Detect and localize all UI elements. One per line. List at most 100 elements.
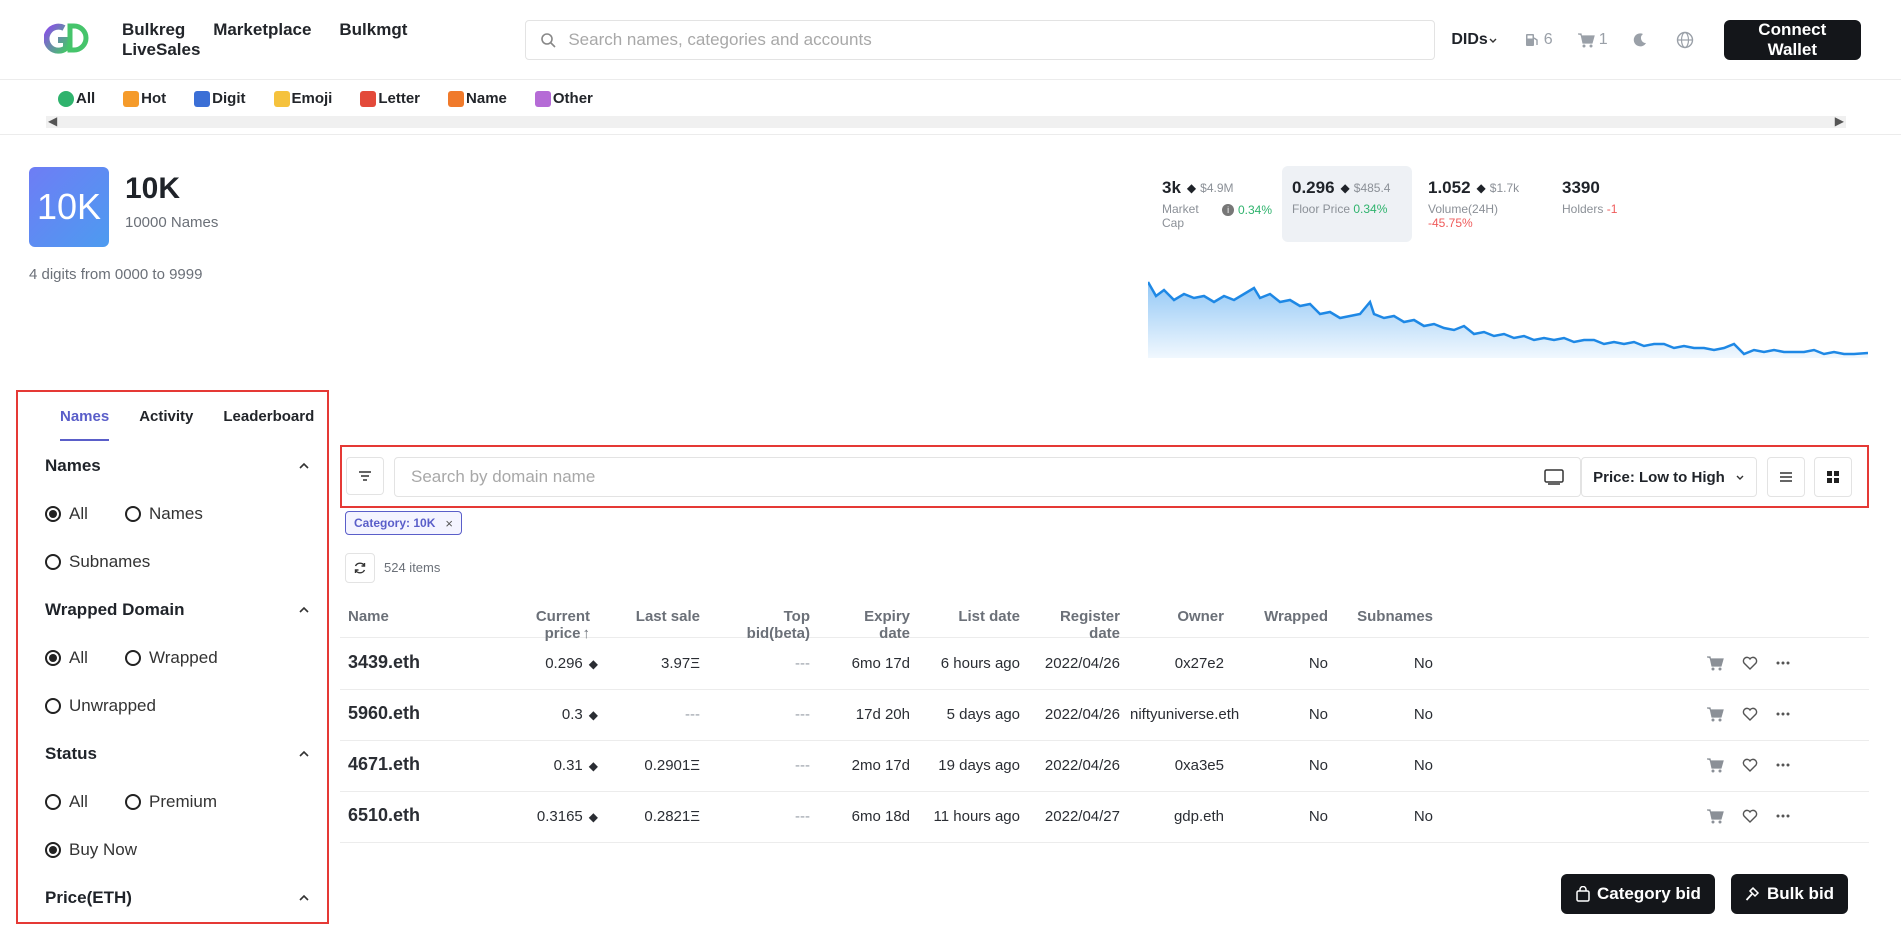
scroll-left-icon[interactable]: ◀ xyxy=(48,114,58,128)
global-search[interactable] xyxy=(525,19,1436,60)
column-header-wrapped[interactable]: Wrapped xyxy=(1244,608,1328,625)
category-other[interactable]: Other xyxy=(534,90,593,107)
heart-icon[interactable] xyxy=(1742,656,1758,670)
language-selector[interactable] xyxy=(1676,31,1698,49)
radio-circle[interactable] xyxy=(45,650,61,666)
filter-radio-names[interactable]: Names xyxy=(125,504,203,524)
radio-circle[interactable] xyxy=(45,794,61,810)
column-header-top-bid-beta-[interactable]: Top bid(beta) xyxy=(720,608,810,642)
filter-radio-all[interactable]: All xyxy=(45,648,88,668)
radio-circle[interactable] xyxy=(125,650,141,666)
cell-value: No xyxy=(1308,757,1328,774)
filter-radio-wrapped[interactable]: Wrapped xyxy=(125,648,218,668)
bulk-bid-button[interactable]: Bulk bid xyxy=(1731,874,1849,914)
gas-indicator[interactable]: 6 xyxy=(1524,31,1553,49)
nav-livesales[interactable]: LiveSales xyxy=(122,39,201,59)
more-options-icon[interactable] xyxy=(1776,712,1790,716)
scroll-right-icon[interactable]: ▶ xyxy=(1834,114,1844,128)
radio-circle[interactable] xyxy=(125,794,141,810)
cell-value: 0.2901Ξ xyxy=(644,757,700,774)
filter-radio-all[interactable]: All xyxy=(45,504,88,524)
filter-section-header[interactable]: Wrapped Domain xyxy=(45,600,310,620)
column-header-name[interactable]: Name xyxy=(348,608,389,625)
add-to-cart-icon[interactable] xyxy=(1706,808,1724,824)
cell-subnames: No xyxy=(1348,757,1433,774)
add-to-cart-icon[interactable] xyxy=(1706,757,1724,773)
category-bid-button[interactable]: Category bid xyxy=(1561,874,1715,914)
heart-icon[interactable] xyxy=(1742,707,1758,721)
more-options-icon[interactable] xyxy=(1776,661,1790,665)
tab-activity[interactable]: Activity xyxy=(139,408,194,425)
info-icon[interactable]: i xyxy=(1222,204,1234,216)
add-to-cart-icon[interactable] xyxy=(1706,706,1724,722)
grid-view-button[interactable] xyxy=(1814,457,1852,497)
more-options-icon[interactable] xyxy=(1776,763,1790,767)
heart-icon[interactable] xyxy=(1742,758,1758,772)
dids-dropdown[interactable]: DIDs xyxy=(1451,31,1497,49)
radio-circle[interactable] xyxy=(125,506,141,522)
category-hot[interactable]: Hot xyxy=(123,90,166,107)
heart-icon[interactable] xyxy=(1742,809,1758,823)
sort-dropdown[interactable]: Price: Low to High xyxy=(1581,457,1757,497)
filter-section-header[interactable]: Names xyxy=(45,456,310,476)
radio-circle[interactable] xyxy=(45,506,61,522)
column-header-list-date[interactable]: List date xyxy=(930,608,1020,625)
close-icon[interactable]: × xyxy=(445,515,453,531)
filter-radio-buy-now[interactable]: Buy Now xyxy=(45,840,137,860)
tab-names[interactable]: Names xyxy=(60,392,110,441)
global-search-input[interactable] xyxy=(568,29,1369,50)
active-filter-chip[interactable]: Category: 10K × xyxy=(345,511,462,535)
radio-circle[interactable] xyxy=(45,554,61,570)
category-all[interactable]: All xyxy=(58,90,95,107)
cell-price: 0.31 ◆ xyxy=(490,757,598,774)
cell-name[interactable]: 4671.eth xyxy=(348,754,420,775)
radio-circle[interactable] xyxy=(45,842,61,858)
cell-price: 0.296 ◆ xyxy=(490,655,598,672)
connect-wallet-button[interactable]: Connect Wallet xyxy=(1723,19,1861,60)
table-row[interactable]: 5960.eth 0.3 ◆ --- --- 17d 20h 5 days ago 2022/… xyxy=(340,690,1869,741)
filter-radio-unwrapped[interactable]: Unwrapped xyxy=(45,696,156,716)
filter-section-header[interactable]: Status xyxy=(45,744,310,764)
table-row[interactable]: 3439.eth 0.296 ◆ 3.97Ξ --- 6mo 17d 6 hours ago… xyxy=(340,639,1869,690)
filter-radio-subnames[interactable]: Subnames xyxy=(45,552,150,572)
category-name[interactable]: Name xyxy=(448,90,507,107)
refresh-button[interactable] xyxy=(345,553,375,583)
nav-bulkmgt[interactable]: Bulkmgt xyxy=(339,19,408,39)
domain-search-input[interactable] xyxy=(411,467,1511,487)
more-options-icon[interactable] xyxy=(1776,814,1790,818)
table-row[interactable]: 6510.eth 0.3165 ◆ 0.2821Ξ --- 6mo 18d 11 hours… xyxy=(340,792,1869,843)
nav-bulkreg[interactable]: Bulkreg xyxy=(122,19,186,39)
filter-section-header[interactable]: Price(ETH) xyxy=(45,888,310,908)
cart-button[interactable]: 1 xyxy=(1577,31,1608,49)
add-to-cart-icon[interactable] xyxy=(1706,655,1724,671)
cell-name[interactable]: 6510.eth xyxy=(348,805,420,826)
cell-register: 2022/04/26 xyxy=(1040,706,1120,723)
filter-radio-all[interactable]: All xyxy=(45,792,88,812)
column-header-expiry-date[interactable]: Expiry date xyxy=(830,608,910,642)
cell-name[interactable]: 5960.eth xyxy=(348,703,420,724)
filter-radio-premium[interactable]: Premium xyxy=(125,792,217,812)
column-header-last-sale[interactable]: Last sale xyxy=(610,608,700,625)
filter-toggle-button[interactable] xyxy=(346,457,384,495)
tab-leaderboard[interactable]: Leaderboard xyxy=(223,408,315,425)
category-emoji[interactable]: Emoji xyxy=(273,90,332,107)
main-nav: Bulkreg Marketplace Bulkmgt LiveSales xyxy=(122,20,521,60)
radio-circle[interactable] xyxy=(45,698,61,714)
nav-marketplace[interactable]: Marketplace xyxy=(213,19,312,39)
cell-name[interactable]: 3439.eth xyxy=(348,652,420,673)
domain-search[interactable] xyxy=(394,457,1581,497)
column-header-current-price[interactable]: Current price ↑ xyxy=(490,608,590,642)
category-scrollbar[interactable]: ◀ ▶ xyxy=(46,114,1846,128)
column-header-owner[interactable]: Owner xyxy=(1130,608,1224,625)
site-logo[interactable] xyxy=(44,17,90,63)
category-label: Letter xyxy=(378,90,421,107)
cell-price: 0.3165 ◆ xyxy=(490,808,598,825)
theme-toggle[interactable] xyxy=(1632,32,1652,48)
list-view-button[interactable] xyxy=(1767,457,1805,497)
table-row[interactable]: 4671.eth 0.31 ◆ 0.2901Ξ --- 2mo 17d 19 days ag… xyxy=(340,741,1869,792)
bulk-search-icon[interactable] xyxy=(1544,469,1564,485)
category-digit[interactable]: Digit xyxy=(194,90,246,107)
column-header-subnames[interactable]: Subnames xyxy=(1348,608,1433,625)
column-header-register-date[interactable]: Register date xyxy=(1040,608,1120,642)
category-letter[interactable]: Letter xyxy=(360,90,420,107)
